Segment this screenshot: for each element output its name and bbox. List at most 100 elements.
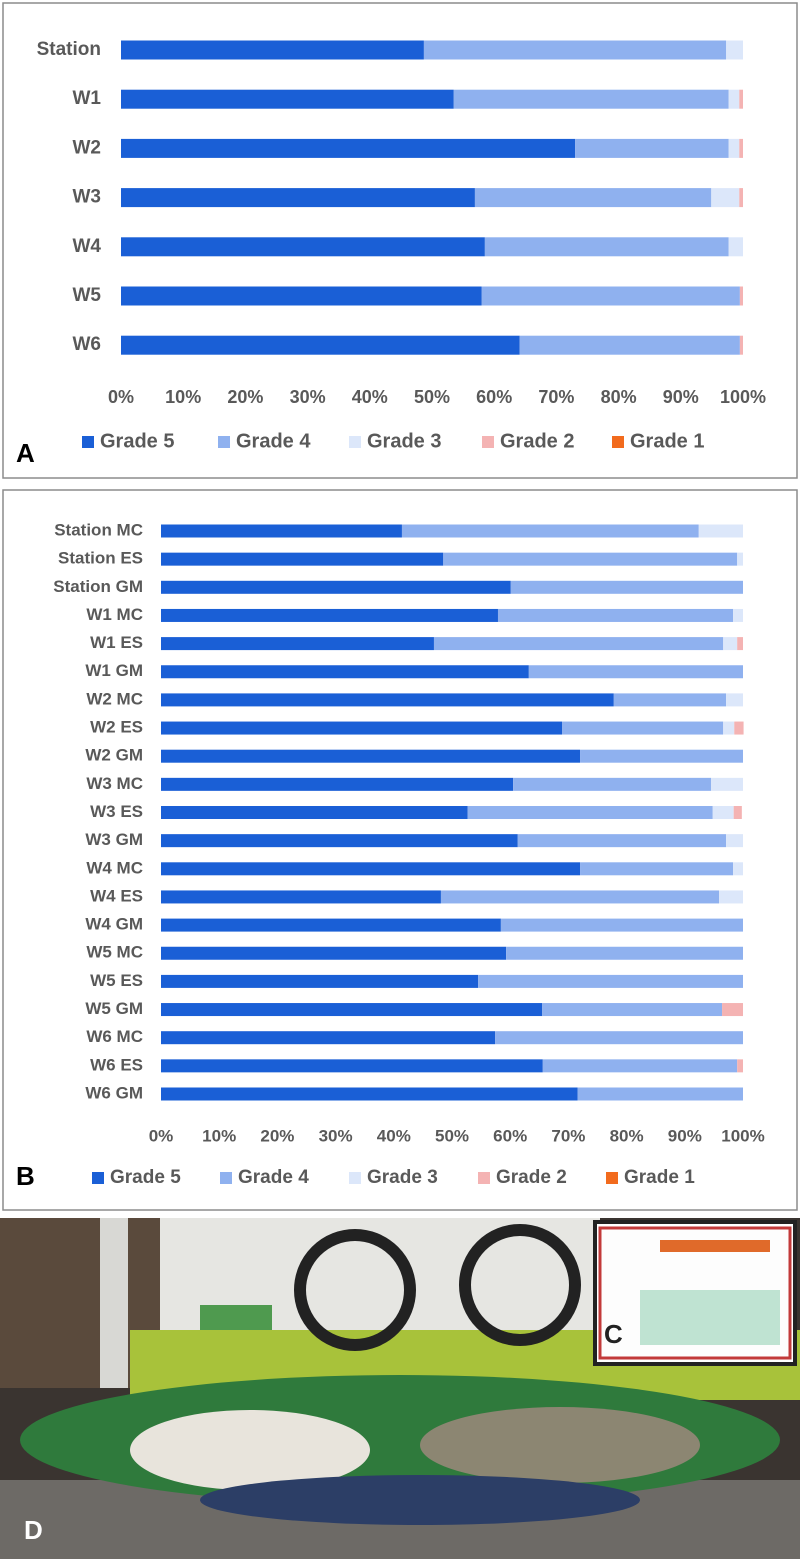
bar-segment [443, 552, 738, 566]
legend-label: Grade 5 [100, 430, 174, 452]
bar-segment [121, 40, 424, 60]
x-tick-label: 30% [290, 387, 326, 407]
bar-segment [698, 524, 743, 538]
x-tick-label: 10% [165, 387, 201, 407]
bar-segment [580, 749, 743, 763]
bar-segment [733, 862, 743, 876]
bar-segment [161, 1087, 578, 1101]
y-tick-label: W6 GM [85, 1083, 143, 1102]
x-tick-label: 60% [476, 387, 512, 407]
bar-segment [513, 777, 711, 791]
x-tick-label: 30% [319, 1126, 353, 1145]
legend-swatch [220, 1172, 232, 1184]
bar-segment [161, 806, 468, 819]
y-tick-label: W3 MC [86, 774, 143, 793]
legend-swatch [482, 436, 494, 448]
y-tick-label: W3 GM [85, 830, 143, 849]
x-tick-label: 80% [601, 387, 637, 407]
bar-segment [711, 188, 740, 208]
legend-label: Grade 4 [236, 430, 311, 452]
legend-label: Grade 2 [500, 430, 574, 452]
x-tick-label: 100% [720, 387, 766, 407]
y-tick-label: W6 ES [90, 1055, 143, 1074]
bar-segment [528, 665, 743, 679]
bar-segment [542, 1003, 723, 1017]
y-tick-label: W2 ES [90, 718, 143, 737]
bar-segment [723, 637, 738, 651]
bar-segment [739, 286, 743, 306]
x-tick-label: 0% [149, 1126, 174, 1145]
bar-segment [728, 138, 740, 158]
bar-segment [161, 974, 479, 988]
legend-swatch [218, 436, 230, 448]
y-tick-label: Station GM [53, 577, 143, 596]
bar-segment [161, 918, 501, 932]
bar-segment [577, 1087, 743, 1101]
legend-swatch [606, 1172, 618, 1184]
y-tick-label: W1 MC [86, 605, 143, 624]
photo [0, 1218, 800, 1559]
legend-swatch [612, 436, 624, 448]
bar-segment [719, 890, 743, 904]
bar-segment [710, 777, 743, 791]
bar-segment [161, 946, 507, 960]
x-tick-label: 40% [377, 1126, 411, 1145]
bar-segment [440, 890, 720, 904]
bar-segment [495, 1031, 743, 1045]
x-tick-label: 70% [538, 387, 574, 407]
x-tick-label: 50% [414, 387, 450, 407]
bar-segment [161, 693, 614, 707]
y-tick-label: W1 [73, 88, 102, 109]
bar-segment [500, 918, 743, 932]
x-tick-label: 40% [352, 387, 388, 407]
bar-segment [723, 721, 735, 735]
bar-segment [481, 286, 740, 306]
y-tick-label: W3 [73, 187, 102, 208]
bar-segment [161, 834, 518, 848]
bar-segment [542, 1059, 738, 1073]
y-tick-label: W2 [73, 137, 102, 158]
bar-segment [121, 138, 576, 158]
legend-swatch [82, 436, 94, 448]
y-tick-label: W2 GM [85, 746, 143, 765]
bar-segment [734, 721, 744, 735]
bar-segment [517, 834, 727, 848]
bar-segment [561, 721, 724, 735]
panel-label: B [16, 1161, 35, 1191]
bar-segment [613, 693, 727, 707]
bar-segment [737, 552, 743, 566]
bar-segment [580, 862, 734, 876]
bar-segment [161, 608, 498, 622]
x-tick-label: 70% [551, 1126, 585, 1145]
y-tick-label: Station ES [58, 549, 143, 568]
x-tick-label: 20% [260, 1126, 294, 1145]
legend-label: Grade 3 [367, 430, 441, 452]
bar-segment [161, 524, 402, 538]
bar-segment [161, 721, 562, 735]
panel-label: A [16, 438, 35, 468]
bar-segment [121, 237, 485, 257]
bar-segment [737, 637, 743, 651]
bar-segment [728, 89, 740, 109]
bar-segment [121, 188, 475, 208]
legend-label: Grade 5 [110, 1167, 181, 1188]
bar-segment [423, 40, 727, 60]
photo-label: D [24, 1515, 43, 1545]
bar-segment [739, 335, 743, 355]
y-tick-label: W2 MC [86, 689, 143, 708]
bar-segment [161, 1031, 496, 1045]
bar-segment [510, 580, 743, 594]
bar-segment [161, 1059, 543, 1073]
bar-segment [121, 335, 520, 355]
y-tick-label: W3 ES [90, 802, 143, 821]
y-tick-label: W4 GM [85, 915, 143, 934]
y-tick-label: W5 MC [86, 943, 143, 962]
bar-segment [161, 665, 529, 679]
bar-segment [453, 89, 729, 109]
y-tick-label: W5 [73, 285, 102, 306]
x-tick-label: 80% [610, 1126, 644, 1145]
y-tick-label: W6 [73, 334, 102, 355]
legend-label: Grade 3 [367, 1167, 438, 1188]
x-tick-label: 90% [668, 1126, 702, 1145]
